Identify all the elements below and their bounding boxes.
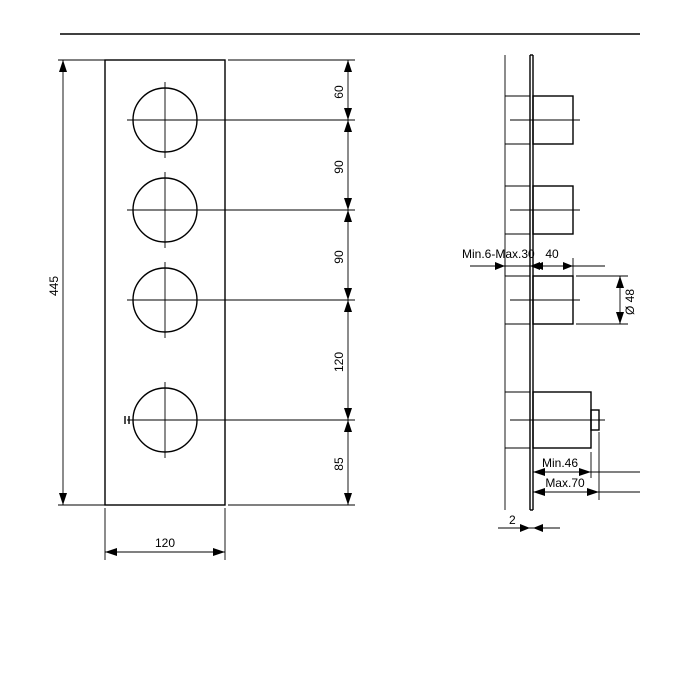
dim-width: 120 — [105, 508, 225, 560]
max70-label: Max.70 — [545, 476, 585, 490]
min46-label: Min.46 — [542, 456, 578, 470]
svg-text:90: 90 — [332, 160, 346, 174]
dim-bottom: Min.46 Max.70 — [533, 432, 640, 500]
side-knobs — [505, 96, 605, 448]
dim-spacings: 60 90 90 120 85 — [197, 60, 355, 505]
svg-text:90: 90 — [332, 250, 346, 264]
front-knobs — [125, 82, 203, 458]
technical-drawing: 445 120 60 90 90 120 85 — [0, 0, 700, 700]
dim-width-label: 120 — [155, 536, 175, 550]
dim-height: 445 — [47, 60, 105, 505]
svg-text:85: 85 — [332, 457, 346, 471]
svg-text:120: 120 — [332, 352, 346, 372]
side-view: Min.6-Max.30 40 Ø 48 Min.46 Max.70 — [462, 55, 640, 532]
svg-text:60: 60 — [332, 85, 346, 99]
dim-diameter: Ø 48 — [576, 276, 637, 324]
dim-height-label: 445 — [47, 276, 61, 296]
thick-label: 2 — [509, 513, 516, 527]
depth-label: 40 — [545, 247, 559, 261]
dim-thickness: 2 — [498, 513, 560, 532]
dia-label: Ø 48 — [623, 289, 637, 315]
gap-label: Min.6-Max.30 — [462, 247, 535, 261]
